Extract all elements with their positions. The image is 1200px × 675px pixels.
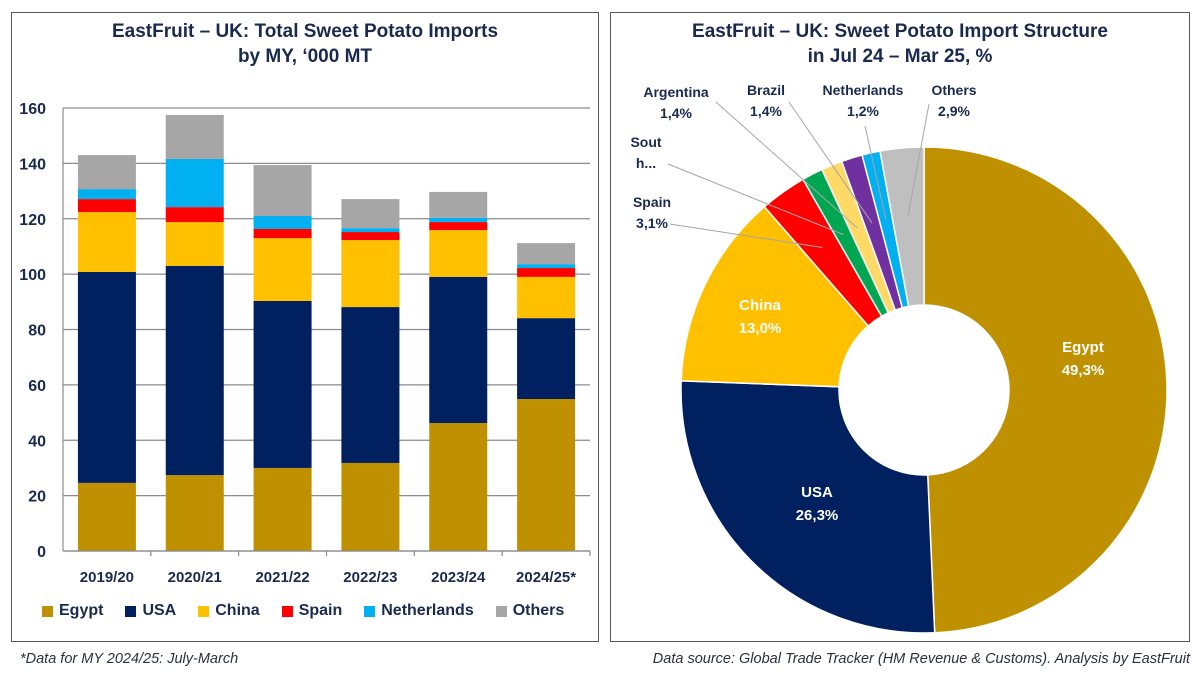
legend-swatch bbox=[495, 605, 507, 617]
legend-swatch bbox=[281, 605, 293, 617]
bar-chart-legend: Egypt USA China Spain Netherlands Others bbox=[42, 602, 564, 620]
legend-item-netherlands: Netherlands bbox=[364, 602, 474, 620]
donut-chart-panel: EastFruit – UK: Sweet Potato Import Stru… bbox=[610, 12, 1190, 642]
legend-item-others: Others bbox=[495, 602, 565, 620]
legend-label: Spain bbox=[298, 602, 343, 619]
legend-item-spain: Spain bbox=[281, 602, 343, 620]
bar-chart-title-line1: EastFruit – UK: Total Sweet Potato Impor… bbox=[111, 21, 499, 42]
legend-item-china: China bbox=[198, 602, 260, 620]
legend-label: China bbox=[215, 602, 260, 619]
legend-label: USA bbox=[142, 602, 177, 619]
legend-item-egypt: Egypt bbox=[42, 602, 103, 620]
donut-chart-title-line2: in Jul 24 – Mar 25, % bbox=[807, 46, 993, 67]
footnote-data-source: Data source: Global Trade Tracker (HM Re… bbox=[652, 651, 1190, 667]
legend-swatch bbox=[198, 605, 210, 617]
donut-chart-title: EastFruit – UK: Sweet Potato Import Stru… bbox=[611, 19, 1189, 69]
bar-chart-title-line2: by MY, ‘000 MT bbox=[237, 46, 373, 67]
legend-label: Netherlands bbox=[381, 602, 474, 619]
footnote-data-period: *Data for MY 2024/25: July-March bbox=[20, 651, 239, 667]
donut-chart-title-line1: EastFruit – UK: Sweet Potato Import Stru… bbox=[692, 21, 1108, 42]
legend-item-usa: USA bbox=[125, 602, 176, 620]
legend-swatch bbox=[125, 605, 137, 617]
legend-swatch bbox=[364, 605, 376, 617]
legend-swatch bbox=[42, 605, 53, 617]
bar-chart-panel: EastFruit – UK: Total Sweet Potato Impor… bbox=[11, 12, 599, 642]
legend-label: Egypt bbox=[59, 602, 104, 619]
legend-label: Others bbox=[512, 602, 565, 619]
bar-chart-title: EastFruit – UK: Total Sweet Potato Impor… bbox=[12, 19, 598, 69]
